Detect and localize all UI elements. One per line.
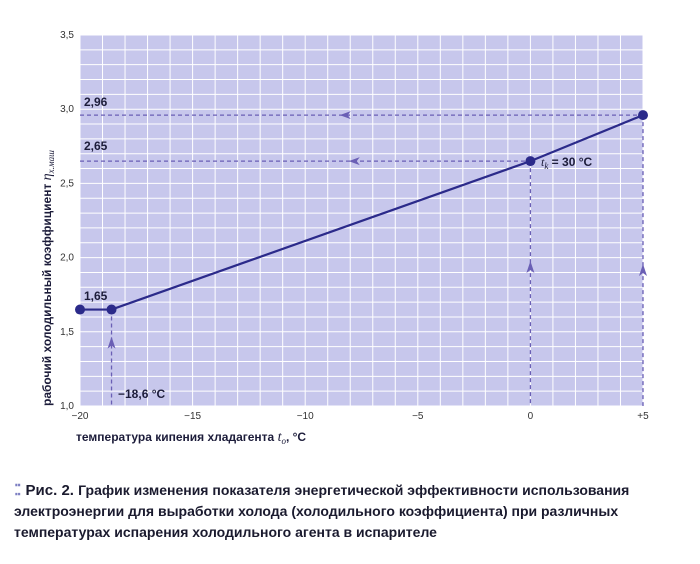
arrow-left-icon [348,157,360,166]
y-tick-label: 3,5 [60,30,74,41]
value-label-2-65: 2,65 [84,139,108,153]
caption-bullet-icon: ⁚⁚ [14,482,21,499]
figure-caption: ⁚⁚ Рис. 2. График изменения показателя эн… [14,480,690,543]
guide-lines [80,111,647,406]
data-point [106,304,117,315]
data-point [638,110,648,121]
arrow-left-icon [339,111,351,120]
y-axis-title: рабочий холодильный коэффициент ηх.маш [40,150,56,406]
x-tick-label: −20 [72,411,89,422]
y-tick-label: 1,0 [60,401,74,412]
x-tick-label: +5 [637,411,649,422]
series [75,110,648,315]
x-tick-label: −15 [184,411,201,422]
value-label-1-65: 1,65 [84,289,108,303]
tk-annotation: tk = 30 °С [541,155,593,171]
x-marker-label: −18,6 °С [118,387,165,401]
arrow-up-icon [107,336,116,349]
data-point [525,156,536,167]
caption-text: График изменения показателя энергетическ… [14,482,630,540]
arrow-up-icon [526,260,535,273]
value-label-2-96: 2,96 [84,95,108,109]
chart: −20 −15 −10 −5 0 +5 1,0 1,5 2,0 2,5 3,0 3,5 2,96 2,… [40,30,649,446]
data-point [75,304,85,315]
tick-labels: −20 −15 −10 −5 0 +5 1,0 1,5 2,0 2,5 3,0 3,5 [60,30,649,422]
caption-label: Рис. 2. [25,482,74,499]
x-tick-label: 0 [528,411,534,422]
series-line [80,114,644,311]
y-tick-label: 2,0 [60,253,74,264]
x-tick-label: −10 [297,411,314,422]
y-tick-label: 1,5 [60,327,74,338]
x-axis-title: температура кипения хладагента tо, °С [76,430,306,446]
y-tick-label: 3,0 [60,104,74,115]
annotations: 2,96 2,65 1,65 −18,6 °С tk = 30 °С [84,95,593,401]
arrow-up-icon [639,263,647,276]
y-tick-label: 2,5 [60,178,74,189]
x-tick-label: −5 [412,411,424,422]
